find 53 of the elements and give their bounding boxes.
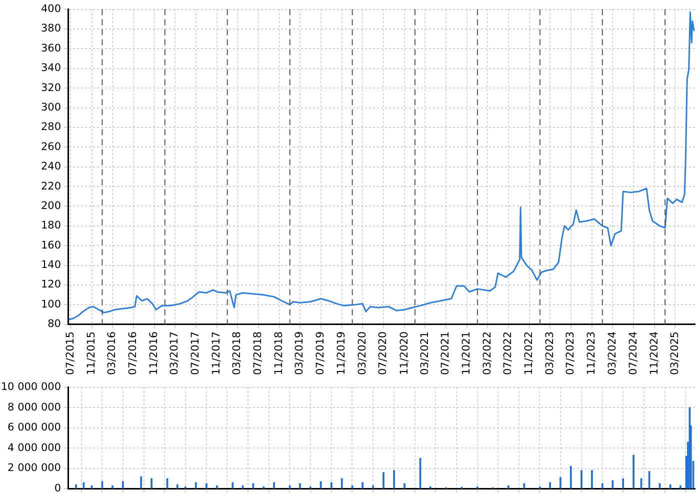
x-tick-label: 07/2019 <box>314 331 327 376</box>
y-tick-label: 300 <box>40 101 61 114</box>
x-tick-label: 03/2025 <box>668 331 681 376</box>
y-tick-label: 320 <box>40 82 61 94</box>
x-tick-label: 11/2018 <box>273 331 286 376</box>
y-tick-label: 160 <box>40 239 61 252</box>
y-tick-label: 0 <box>54 482 61 494</box>
x-tick-label: 11/2019 <box>336 331 348 376</box>
y-tick-label: 140 <box>40 259 61 272</box>
y-tick-label: 380 <box>40 22 61 35</box>
x-tick-label: 07/2016 <box>127 331 140 376</box>
x-tick-label: 03/2019 <box>294 331 306 376</box>
y-tick-label: 280 <box>40 121 61 134</box>
x-tick-label: 03/2023 <box>544 331 556 376</box>
y-tick-label: 240 <box>40 160 61 173</box>
y-tick-label: 260 <box>40 140 61 153</box>
x-tick-label: 07/2022 <box>502 331 514 376</box>
x-tick-label: 11/2015 <box>86 331 98 376</box>
x-tick-label: 07/2015 <box>64 331 76 376</box>
y-tick-label: 400 <box>40 3 61 16</box>
y-tick-label: 2 000 000 <box>8 462 61 474</box>
y-tick-label: 10 000 000 <box>0 381 61 394</box>
y-tick-label: 4 000 000 <box>8 442 61 454</box>
x-tick-label: 03/2017 <box>168 331 181 376</box>
y-tick-label: 200 <box>40 200 61 212</box>
x-tick-label: 11/2021 <box>460 331 473 376</box>
x-tick-label: 07/2024 <box>627 331 640 376</box>
x-tick-label: 11/2024 <box>648 331 660 376</box>
x-tick-label: 07/2017 <box>190 331 202 376</box>
x-tick-label: 07/2020 <box>377 331 390 376</box>
y-tick-label: 80 <box>48 318 61 330</box>
x-tick-label: 11/2022 <box>523 331 536 376</box>
x-tick-label: 11/2016 <box>148 331 160 376</box>
x-tick-label: 03/2022 <box>481 331 494 376</box>
y-tick-label: 180 <box>40 220 61 232</box>
y-tick-label: 120 <box>40 278 61 291</box>
y-tick-label: 6 000 000 <box>8 422 61 434</box>
x-tick-label: 07/2018 <box>252 331 264 376</box>
x-tick-label: 11/2023 <box>586 331 598 376</box>
x-tick-label: 03/2024 <box>606 331 618 376</box>
x-tick-label: 07/2021 <box>440 331 452 376</box>
y-tick-label: 220 <box>40 180 61 192</box>
x-tick-label: 03/2020 <box>356 331 368 376</box>
x-tick-label: 03/2021 <box>418 331 431 376</box>
y-tick-label: 8 000 000 <box>8 401 61 414</box>
x-tick-label: 07/2023 <box>564 331 577 376</box>
y-tick-label: 360 <box>40 42 61 54</box>
x-tick-label: 03/2018 <box>231 331 244 376</box>
x-tick-label: 03/2016 <box>106 331 118 376</box>
y-tick-label: 340 <box>40 62 61 74</box>
x-tick-label: 11/2020 <box>398 331 410 376</box>
x-tick-label: 11/2017 <box>210 331 223 376</box>
y-tick-label: 100 <box>40 298 61 310</box>
